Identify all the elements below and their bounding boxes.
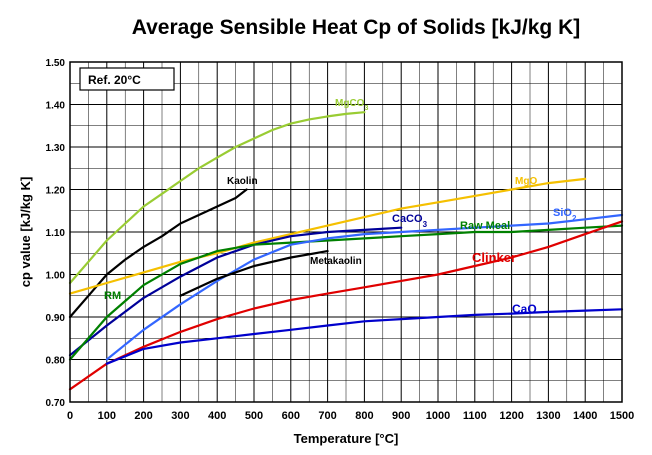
y-tick-label: 1.50 bbox=[46, 58, 66, 69]
x-tick-label: 1500 bbox=[610, 410, 634, 422]
x-tick-label: 1300 bbox=[536, 410, 560, 422]
x-tick-label: 500 bbox=[245, 410, 263, 422]
x-axis-label: Temperature [°C] bbox=[294, 431, 399, 446]
x-tick-label: 300 bbox=[171, 410, 189, 422]
x-tick-label: 1400 bbox=[573, 410, 597, 422]
series-label: Metakaolin bbox=[310, 256, 362, 267]
annotation-text: Ref. 20°C bbox=[88, 73, 141, 87]
y-tick-label: 1.30 bbox=[46, 143, 66, 154]
x-tick-label: 100 bbox=[98, 410, 116, 422]
y-tick-label: 0.70 bbox=[46, 398, 66, 409]
x-tick-label: 900 bbox=[392, 410, 410, 422]
series-label: CaO bbox=[512, 302, 537, 316]
series-label: Clinker bbox=[472, 250, 516, 265]
y-tick-label: 0.80 bbox=[46, 356, 66, 367]
series-label: Kaolin bbox=[227, 176, 258, 187]
chart-plot: 0 100 200 300 400 500 600 700 800 900 1000 1100 1200… bbox=[0, 0, 652, 455]
y-tick-label: 1.20 bbox=[46, 186, 66, 197]
y-axis-label: cp value [kJ/kg K] bbox=[18, 177, 33, 288]
series-label: Raw Meal bbox=[460, 220, 510, 232]
x-tick-label: 600 bbox=[282, 410, 300, 422]
series-label-rm: RM bbox=[104, 290, 121, 302]
x-tick-label: 200 bbox=[134, 410, 152, 422]
y-tick-label: 1.10 bbox=[46, 228, 66, 239]
x-tick-label: 1000 bbox=[426, 410, 450, 422]
x-tick-label: 700 bbox=[318, 410, 336, 422]
x-tick-label: 400 bbox=[208, 410, 226, 422]
x-tick-label: 800 bbox=[355, 410, 373, 422]
y-tick-label: 0.90 bbox=[46, 313, 66, 324]
series-label: MgO bbox=[515, 176, 537, 187]
x-tick-label: 1200 bbox=[499, 410, 523, 422]
y-tick-label: 1.40 bbox=[46, 101, 66, 112]
x-tick-label: 1100 bbox=[463, 410, 487, 422]
y-tick-label: 1.00 bbox=[46, 271, 66, 282]
x-tick-label: 0 bbox=[67, 410, 73, 422]
